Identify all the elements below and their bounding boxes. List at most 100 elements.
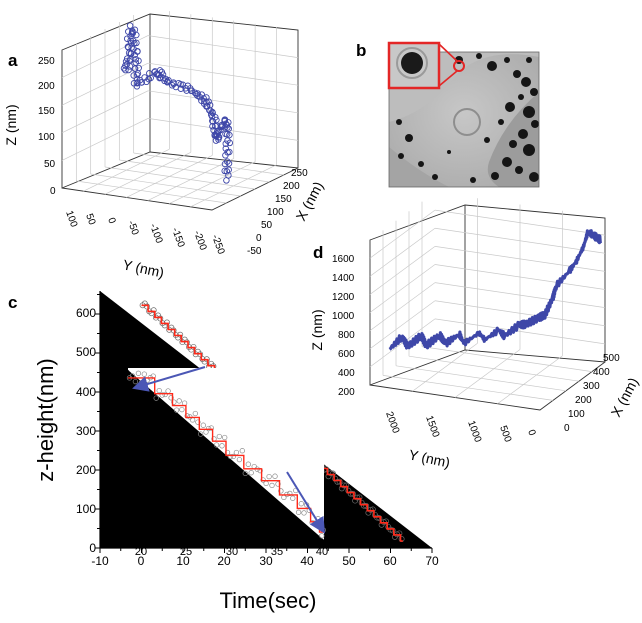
- d-z-tick: 800: [338, 330, 355, 341]
- a-data-point: [138, 79, 145, 86]
- a-data-point: [134, 79, 141, 86]
- b-particle: [476, 53, 482, 59]
- inset-data-point: [222, 434, 228, 441]
- inset-data-point: [200, 422, 206, 428]
- panel-a-y-ticks: 100 50 0 -50 -100 -150 -200 -250: [63, 209, 226, 256]
- b-particle: [509, 140, 517, 148]
- a-data-point: [153, 70, 160, 78]
- a-data-point: [221, 116, 229, 123]
- panel-d-y-ticks: 2000 1500 1000 500 0: [383, 410, 537, 444]
- d-z-axis-label: Z (nm): [309, 309, 325, 350]
- a-z-tick: 200: [38, 81, 55, 92]
- panel-c-line-chart: 0 100 200 300 400 500 600 -10 0 10 20 30…: [33, 291, 439, 613]
- inset-data-point: [179, 406, 185, 413]
- zoom-arrow-end: [286, 471, 326, 534]
- inset-data-point: [295, 509, 302, 515]
- a-data-point: [211, 131, 218, 139]
- a-data-point: [135, 57, 142, 65]
- b-particle: [504, 57, 510, 63]
- a-z-tick: 150: [38, 106, 55, 117]
- inset-data-point: [205, 425, 212, 432]
- d-x-tick: 300: [583, 381, 600, 392]
- b-particle: [531, 120, 539, 128]
- b-particle: [396, 119, 402, 125]
- b-particle: [398, 153, 404, 159]
- panel-d-z-ticks: 1600 1400 1200 1000 800 600 400 200: [332, 254, 355, 398]
- d-z-tick: 400: [338, 368, 355, 379]
- inset-data-point: [245, 461, 251, 467]
- c-data-point: [356, 494, 363, 501]
- c-data-point: [396, 530, 403, 537]
- d-x-tick: 0: [564, 423, 570, 434]
- d-y-tick: 1500: [423, 414, 441, 439]
- a-z-tick: 250: [38, 56, 55, 67]
- b-particle: [505, 102, 515, 112]
- inset-data-point: [156, 387, 162, 394]
- d-y-tick: 0: [525, 428, 537, 437]
- inset-data-point: [208, 425, 214, 431]
- d-x-tick: 500: [603, 353, 620, 364]
- inset-data-point: [135, 370, 142, 376]
- a-y-axis-label: Y (nm): [121, 256, 165, 280]
- c-x-tick: -10: [91, 554, 109, 568]
- inset-data-point: [272, 473, 278, 479]
- c-x-tick: 10: [176, 554, 190, 568]
- b-particle: [526, 57, 532, 63]
- c-data-point: [164, 319, 170, 326]
- panel-c-letter: c: [8, 293, 17, 312]
- b-particle: [498, 119, 504, 125]
- a-data-point: [122, 66, 129, 74]
- inset-data-point: [266, 473, 272, 480]
- c-data-point: [330, 470, 336, 477]
- c-x-tick: 20: [217, 554, 231, 568]
- a-data-point: [209, 108, 216, 116]
- inset-x-tick: 35: [271, 546, 283, 558]
- a-data-point: [223, 168, 231, 175]
- b-particle: [530, 88, 538, 96]
- a-x-tick: 100: [267, 207, 284, 218]
- a-data-point: [143, 78, 150, 86]
- a-data-point: [127, 37, 134, 44]
- a-data-point: [129, 28, 136, 36]
- inset-data-point: [219, 443, 225, 449]
- d-z-tick: 1200: [332, 292, 355, 303]
- a-data-point: [224, 158, 231, 165]
- inset-y-ticks: 450 400 350 300 250: [106, 377, 124, 539]
- c-data-point: [170, 327, 177, 334]
- panel-a-x-ticks: 250 200 150 100 50 0 -50: [247, 168, 308, 257]
- b-particle: [470, 177, 476, 183]
- b-particle: [521, 77, 531, 87]
- inset-data-point: [248, 470, 254, 476]
- c-data-point: [369, 506, 376, 513]
- a-data-point: [225, 160, 233, 167]
- panel-c-y-ticks: 0 100 200 300 400 500 600: [76, 306, 96, 555]
- c-x-tick: 60: [383, 554, 397, 568]
- b-particle: [432, 174, 438, 180]
- a-x-tick: 0: [256, 233, 262, 244]
- a-data-point: [168, 82, 176, 89]
- a-data-point: [224, 149, 231, 156]
- panel-a-letter: a: [8, 51, 18, 70]
- c-x-tick: 50: [342, 554, 356, 568]
- c-y-tick: 0: [89, 541, 96, 555]
- a-data-point: [222, 140, 230, 147]
- a-y-tick: 100: [63, 209, 79, 229]
- a-x-tick: 50: [261, 220, 273, 231]
- b-particle: [513, 70, 521, 78]
- b-particle: [405, 134, 413, 142]
- inset-y-tick: 250: [106, 527, 124, 539]
- a-x-tick: 200: [283, 181, 300, 192]
- c-x-tick: 40: [300, 554, 314, 568]
- a-x-tick: 150: [275, 194, 292, 205]
- a-data-point: [175, 79, 182, 87]
- a-z-tick: 0: [50, 186, 56, 197]
- c-data-point: [343, 482, 350, 489]
- c-x-tick: 70: [425, 554, 439, 568]
- a-data-point: [198, 97, 205, 104]
- a-data-point: [126, 22, 134, 29]
- a-data-point: [201, 98, 208, 105]
- a-data-point: [133, 76, 141, 83]
- b-particle: [523, 106, 535, 118]
- a-data-point: [125, 66, 132, 74]
